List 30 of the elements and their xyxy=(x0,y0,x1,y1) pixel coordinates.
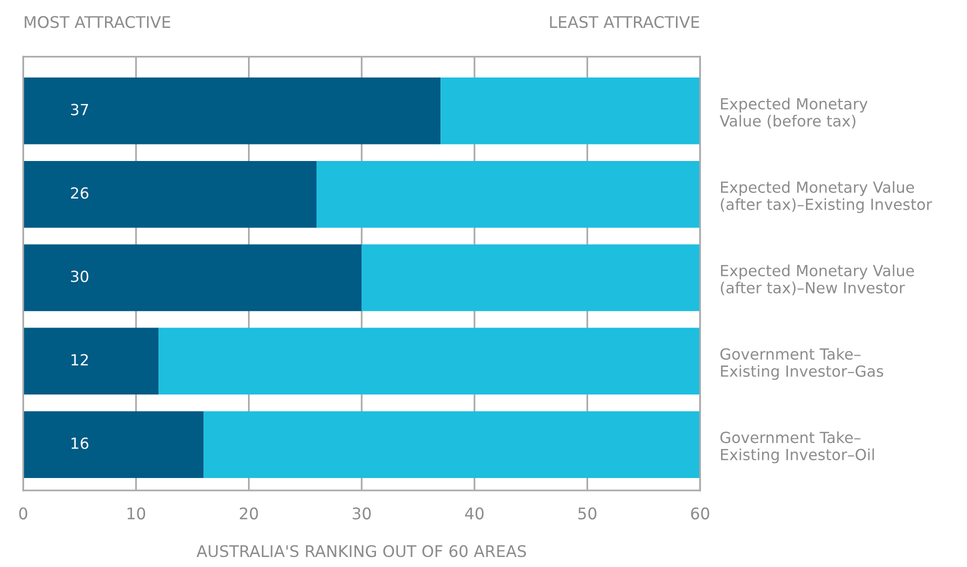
y-tick-label: Expected Monetary Value (before tax) xyxy=(720,98,868,128)
bar xyxy=(23,78,441,144)
data-label: 37 xyxy=(71,104,88,116)
x-tick-label: 40 xyxy=(465,507,484,520)
y-tick-label: Expected Monetary Value (after tax)–New Investor xyxy=(720,264,914,296)
bar xyxy=(440,78,700,144)
bar xyxy=(23,244,362,312)
y-tick-label: Government Take– Existing Investor–Gas xyxy=(720,348,884,380)
bar xyxy=(23,411,204,478)
text: LEAST ATTRACTIVE xyxy=(550,16,700,28)
y-tick-label: Government Take– Existing Investor–Oil xyxy=(720,431,874,464)
bar xyxy=(158,328,700,395)
bar xyxy=(316,160,700,228)
x-tick-label: 10 xyxy=(128,507,146,520)
data-label: 12 xyxy=(72,354,88,366)
bar xyxy=(204,411,700,478)
x-tick-label: 0 xyxy=(19,507,28,520)
x-axis-title: AUSTRALIA'S RANKING OUT OF 60 AREAS xyxy=(196,545,526,558)
bar xyxy=(362,244,700,312)
y-tick-label: Expected Monetary Value (after tax)–Existing Investor xyxy=(720,181,932,214)
x-tick-label: 60 xyxy=(691,507,710,520)
bar xyxy=(23,160,317,228)
x-tick-label: 20 xyxy=(240,507,258,520)
x-tick-label: 30 xyxy=(352,507,371,520)
data-label: 16 xyxy=(72,437,88,450)
x-tick-label: 50 xyxy=(578,507,596,520)
bar xyxy=(23,328,159,395)
data-label: 30 xyxy=(71,270,88,282)
data-label: 26 xyxy=(71,187,88,199)
text: MOST ATTRACTIVE xyxy=(24,16,170,28)
